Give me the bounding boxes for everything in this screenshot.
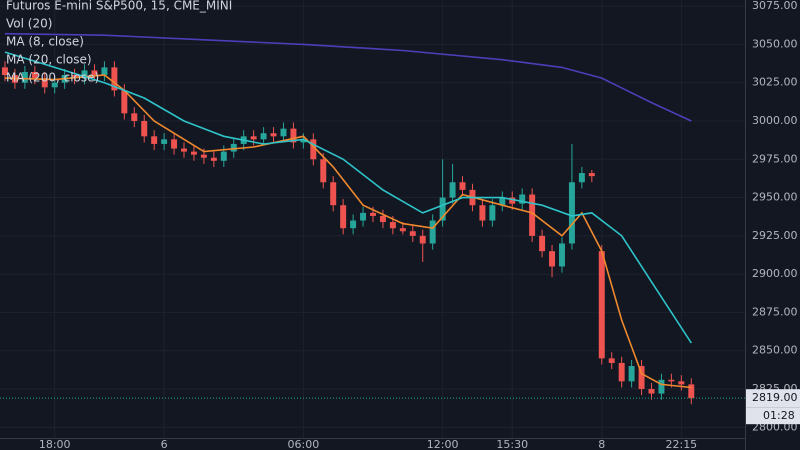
candle-body [648,388,655,394]
candle-body [529,194,536,236]
candle-body [479,205,486,221]
candle-body [608,358,615,363]
candle-body [220,151,227,161]
candle-body [350,220,357,229]
candle-body [71,75,78,79]
y-tick-label: 3075.00 [752,0,798,12]
candle-body [370,212,376,216]
y-tick-label: 3025.00 [752,76,798,89]
moving-average-line [4,32,692,122]
candle-body [210,157,217,161]
candle-body [81,70,88,79]
candle-body [509,197,516,204]
legend: Futuros E-mini S&P500, 15, CME_MINI Vol … [6,0,232,85]
legend-entry: MA (200, close) [6,71,99,85]
candle-body [409,231,416,236]
candle-body [51,82,58,88]
candle-body [618,362,625,382]
candle-body [21,71,28,83]
moving-average-line [4,51,692,344]
y-tick-label: 2900.00 [752,267,798,280]
chart-title: Futuros E-mini S&P500, 15, CME_MINI [6,0,232,13]
y-tick-label: 2950.00 [752,191,798,204]
candle-body [489,205,496,221]
x-tick-label: 06:00 [288,438,320,450]
x-tick-label: 22:15 [665,438,697,450]
candle-body [588,173,595,177]
candle-body [638,366,645,389]
candle-body [539,235,546,252]
candle-body [678,381,685,385]
candle-body [568,182,575,244]
last-price-label: 2819.00 [752,391,798,404]
candle-body [419,235,426,244]
x-tick-label: 12:00 [427,438,459,450]
candle-body [131,113,138,121]
candle-body [439,197,446,221]
candle-body [260,133,267,140]
candle-body [1,67,8,76]
candle-body [200,154,207,158]
candle-body [688,384,695,399]
candle-body [250,136,257,140]
candle-body [181,148,187,152]
candle-body [330,182,337,206]
y-tick-label: 2875.00 [752,305,798,318]
x-tick-label: 15:30 [496,438,528,450]
candle-body [340,205,347,229]
candle-body [41,78,48,88]
last-price-box [746,389,800,408]
candle-body [141,120,148,137]
candle-body [270,133,277,137]
candle-body [459,182,466,190]
countdown-box [746,407,800,425]
candle-body [429,220,436,244]
candle-body [658,379,665,394]
candle-body [379,215,386,223]
candle-body [519,194,526,204]
candle-body [320,159,327,183]
candle-body [558,243,565,267]
candle-body [230,143,237,152]
candle-body [389,222,396,229]
legend-entry: MA (20, close) [6,53,92,67]
candle-body [151,136,158,144]
y-tick-label: 3000.00 [752,114,798,127]
y-tick-label: 2925.00 [752,229,798,242]
countdown-label: 01:28 [763,409,795,422]
candle-body [111,67,118,91]
candle-body [668,379,675,382]
candle-body [549,251,556,267]
candle-body [300,139,307,143]
x-tick-label: 6 [161,438,168,450]
y-tick-label: 2975.00 [752,152,798,165]
legend-entry: Vol (20) [6,17,52,31]
candle-body [290,128,297,143]
x-tick-label: 18:00 [39,438,71,450]
candle-body [628,366,635,382]
candle-body [31,71,38,79]
x-tick-label: 8 [598,438,605,450]
candle-body [171,139,178,149]
y-tick-label: 3050.00 [752,37,798,50]
y-tick-label: 2850.00 [752,344,798,357]
candle-body [280,128,287,137]
candle-body [190,151,197,155]
candle-body [360,212,367,221]
candle-body [101,67,108,76]
candle-body [499,197,506,206]
moving-average-line [4,74,692,389]
candle-body [310,139,317,160]
candle-body [598,251,605,359]
candle-body [91,70,98,76]
candle-body [121,90,128,114]
legend-entry: MA (8, close) [6,35,84,49]
candle-body [161,139,168,144]
candle-body [399,228,406,232]
candle-body [578,173,585,183]
candle-body [449,182,456,198]
